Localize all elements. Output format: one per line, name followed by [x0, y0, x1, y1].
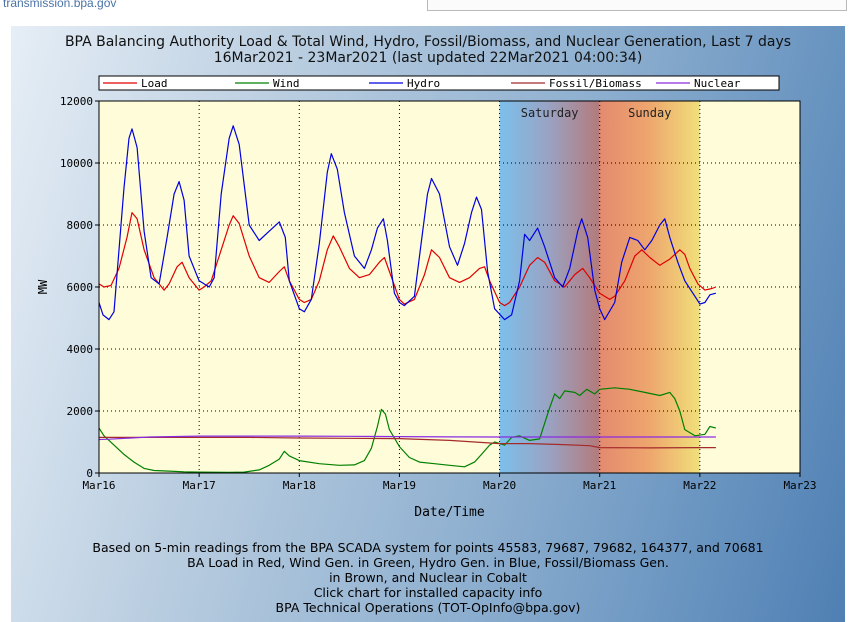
y-tick-label: 2000 — [67, 405, 94, 418]
series-line-hydro — [98, 125, 717, 321]
series-line-wind — [98, 387, 717, 473]
weekend-label-sunday: Sunday — [628, 106, 671, 120]
y-tick-label: 6000 — [67, 281, 94, 294]
y-tick-label: 10000 — [60, 157, 93, 170]
chart-title: BPA Balancing Authority Load & Total Win… — [64, 34, 792, 50]
series-line-fossil-biomass — [99, 436, 716, 449]
y-tick-label: 4000 — [67, 343, 94, 356]
legend-label: Fossil/Biomass — [549, 77, 642, 90]
site-link[interactable]: transmission.bpa.gov — [3, 0, 117, 10]
x-tick-label: Mar19 — [383, 479, 416, 492]
weekend-label-saturday: Saturday — [521, 106, 579, 120]
legend-label: Hydro — [407, 77, 440, 90]
x-axis-label: Date/Time — [414, 505, 485, 520]
footer-line-3: in Brown, and Nuclear in Cobalt — [329, 570, 527, 585]
x-tick-label: Mar18 — [283, 479, 316, 492]
series-line-nuclear — [98, 435, 716, 441]
x-tick-label: Mar23 — [783, 479, 816, 492]
legend-label: Wind — [273, 77, 300, 90]
x-tick-label: Mar22 — [683, 479, 716, 492]
weekend-band-sunday — [599, 101, 700, 473]
footer-line-4[interactable]: Click chart for installed capacity info — [313, 585, 543, 600]
series-line-load — [98, 212, 717, 307]
footer-line-1: Based on 5-min readings from the BPA SCA… — [92, 540, 764, 555]
x-tick-label: Mar16 — [82, 479, 115, 492]
legend-box — [98, 75, 780, 91]
legend-label: Nuclear — [694, 77, 741, 90]
y-tick-label: 12000 — [60, 95, 93, 108]
x-tick-label: Mar21 — [583, 479, 616, 492]
x-tick-label: Mar17 — [183, 479, 216, 492]
footer-line-5[interactable]: BPA Technical Operations (TOT-OpInfo@bpa… — [275, 600, 581, 615]
y-axis-label: MW — [36, 279, 50, 294]
weekend-band-saturday — [499, 101, 600, 473]
chart-svg[interactable]: Saturday Sunday 0 2000 4000 6000 8000 10000 1200… — [11, 26, 845, 546]
legend-label: Load — [141, 77, 168, 90]
y-tick-label: 8000 — [67, 219, 94, 232]
top-input-box — [427, 0, 847, 11]
chart-subtitle: 16Mar2021 - 23Mar2021 (last updated 22Ma… — [213, 50, 643, 66]
chart-panel[interactable]: BPA Balancing Authority Load & Total Win… — [11, 26, 845, 622]
y-tick-label: 0 — [86, 467, 93, 480]
x-tick-label: Mar20 — [483, 479, 516, 492]
footer-line-2: BA Load in Red, Wind Gen. in Green, Hydr… — [187, 555, 669, 570]
